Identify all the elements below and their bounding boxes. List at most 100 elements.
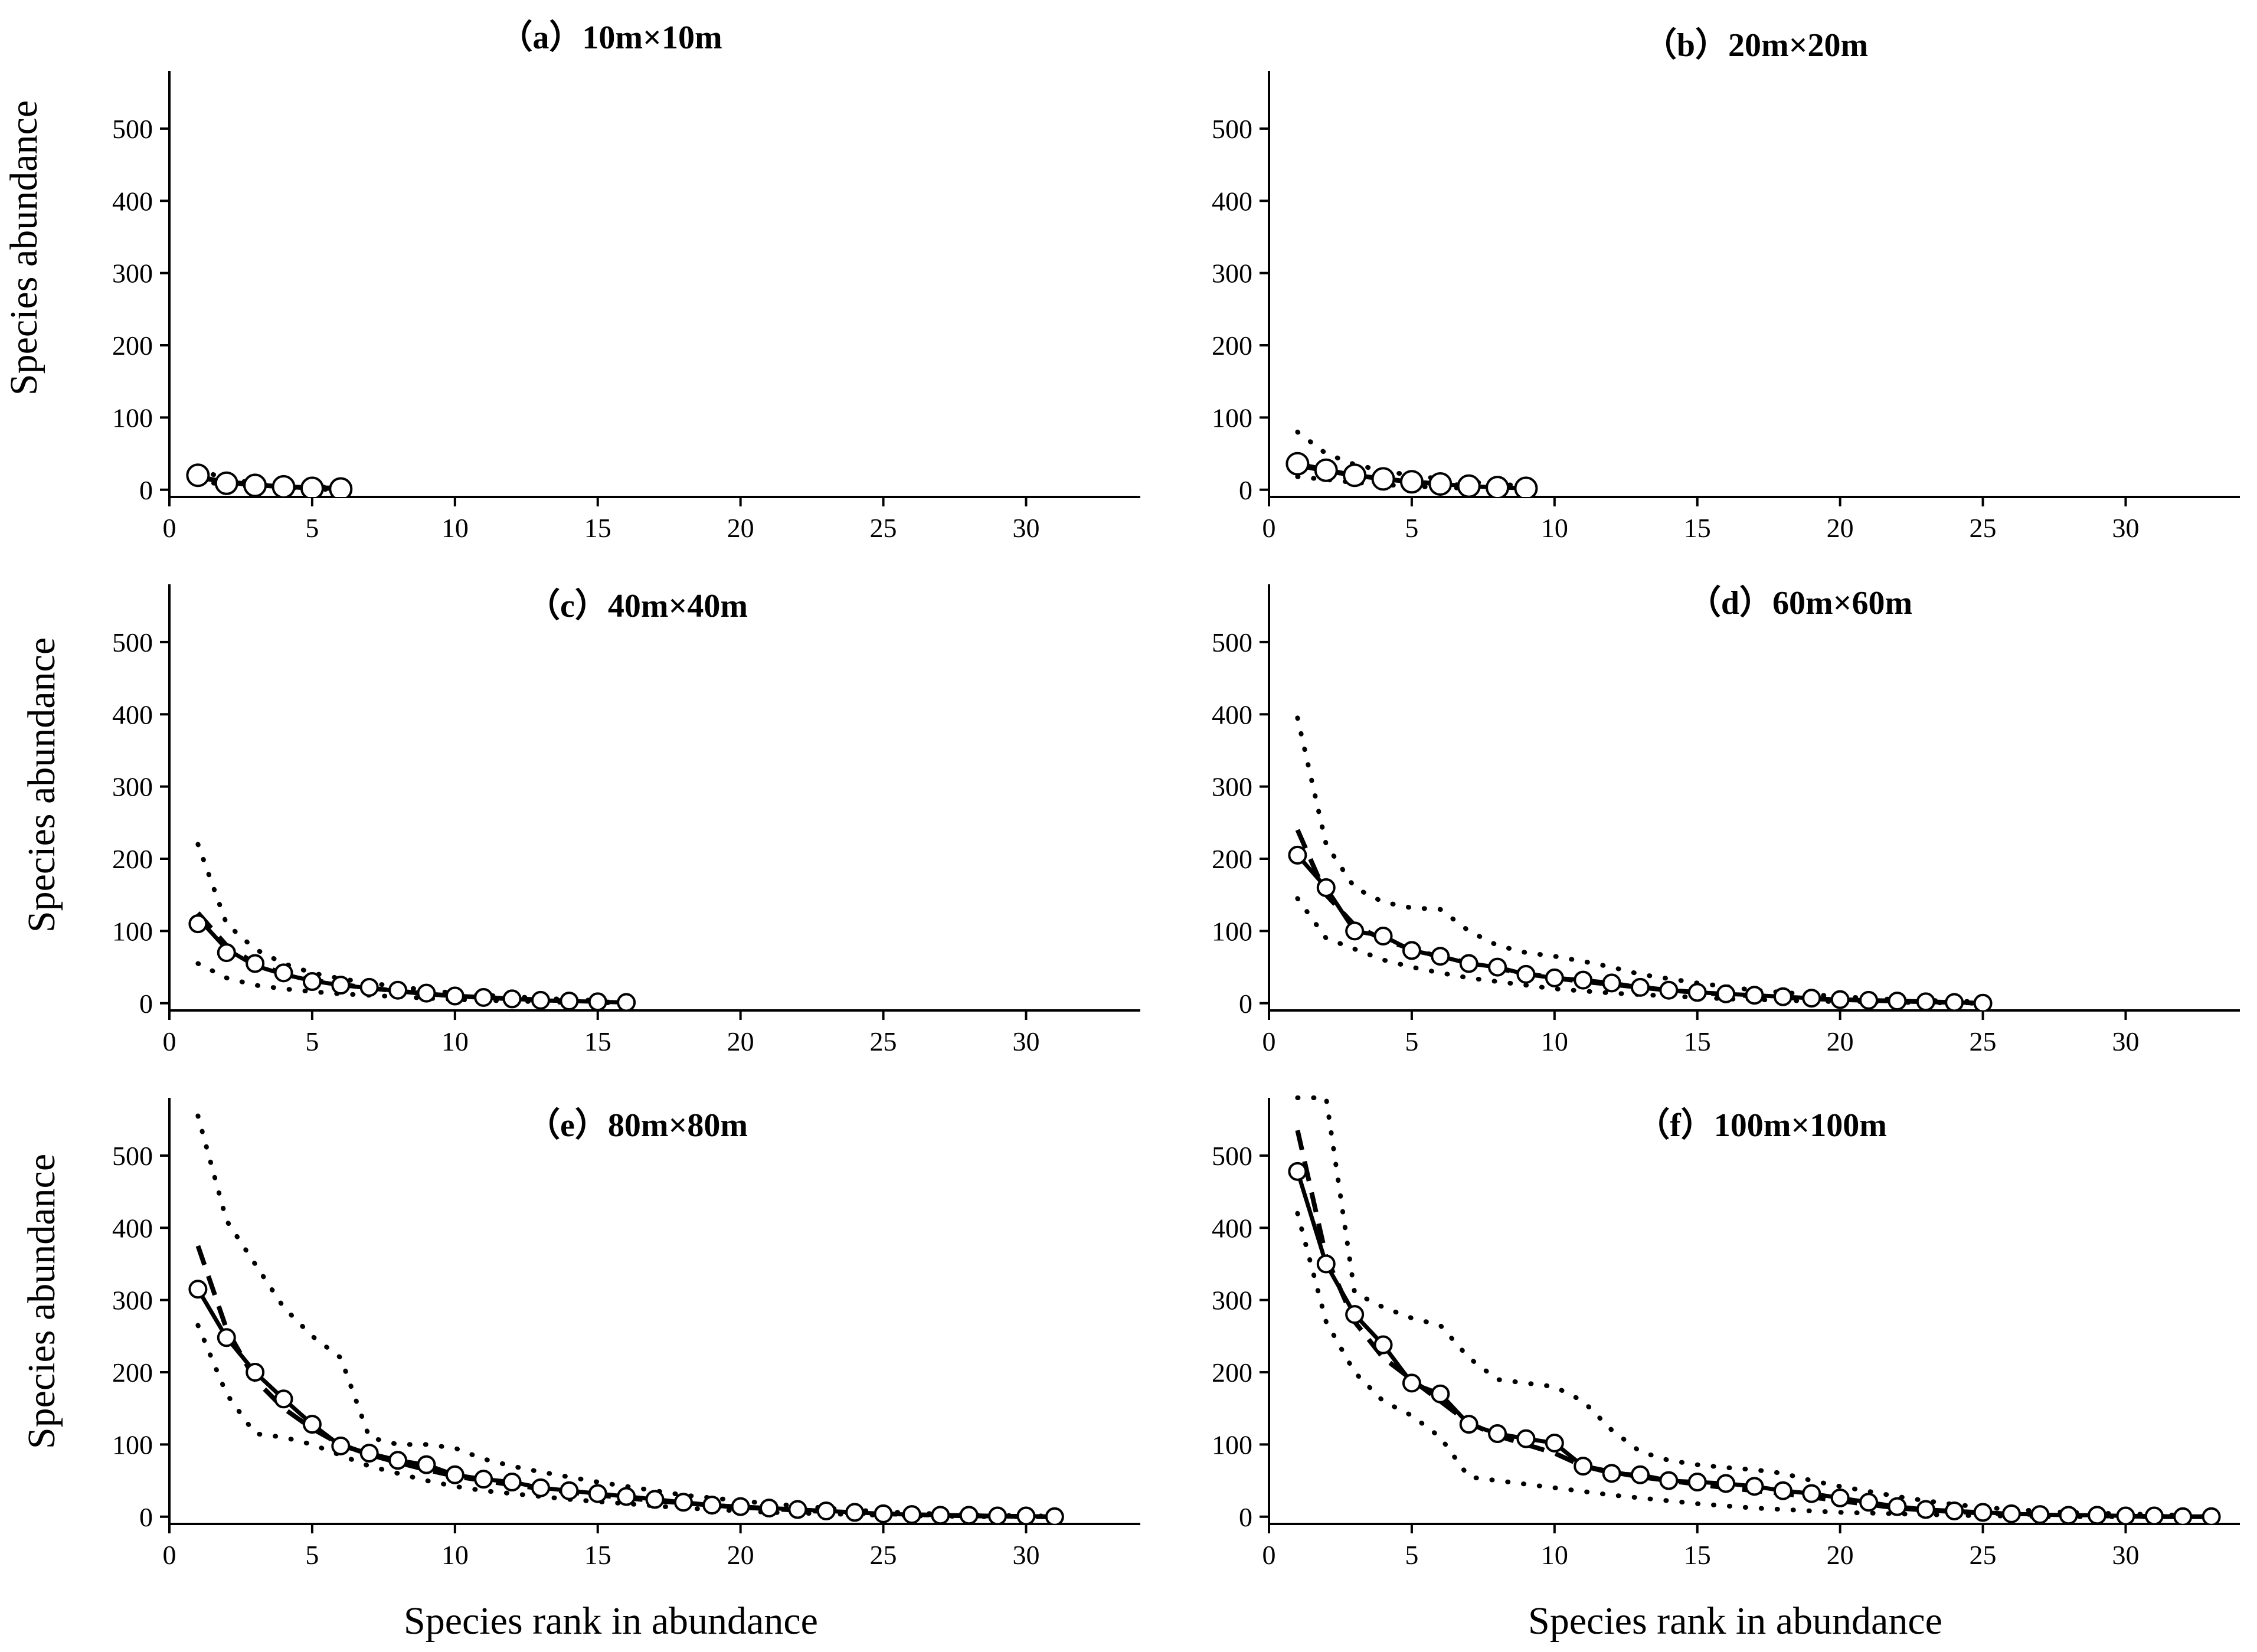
data-point bbox=[760, 1499, 779, 1518]
data-point bbox=[1345, 921, 1365, 941]
x-tick-label: 30 bbox=[2112, 513, 2139, 543]
x-tick-label: 10 bbox=[1541, 513, 1568, 543]
x-axis-title-left: Species rank in abundance bbox=[404, 1599, 818, 1643]
data-point bbox=[417, 1455, 436, 1474]
data-point bbox=[1343, 463, 1367, 488]
data-point bbox=[1745, 1477, 1764, 1496]
x-tick-label: 15 bbox=[584, 1026, 611, 1056]
y-axis-title: Species abundance bbox=[20, 1154, 63, 1449]
data-point bbox=[388, 1451, 408, 1470]
data-point bbox=[1973, 1503, 1993, 1522]
data-point bbox=[1371, 467, 1395, 491]
data-point bbox=[1830, 990, 1850, 1009]
panel-title: （e）80m×80m bbox=[527, 1107, 748, 1144]
data-point bbox=[1045, 1507, 1064, 1524]
y-tick-label: 300 bbox=[112, 1285, 153, 1316]
x-tick-label: 10 bbox=[441, 513, 469, 543]
y-axis-title: Species abundance bbox=[20, 637, 63, 933]
y-tick-label: 400 bbox=[112, 186, 153, 216]
data-point bbox=[1373, 1335, 1393, 1355]
series-expected bbox=[197, 475, 341, 491]
data-point bbox=[1488, 957, 1507, 977]
x-tick-label: 15 bbox=[1684, 1540, 1711, 1570]
data-point bbox=[1802, 989, 1821, 1008]
data-point bbox=[1545, 968, 1564, 987]
x-tick-label: 20 bbox=[727, 1540, 754, 1570]
y-tick-label: 100 bbox=[1212, 1429, 1252, 1460]
data-point bbox=[331, 976, 351, 995]
series-expected bbox=[1295, 1130, 2212, 1519]
series-upper-bound bbox=[195, 842, 629, 1004]
data-point bbox=[1457, 474, 1481, 497]
data-point bbox=[302, 972, 322, 992]
data-point bbox=[845, 1503, 865, 1522]
series-expected bbox=[1295, 829, 1983, 1006]
data-point bbox=[188, 914, 208, 934]
panel-4: 0 5 10 15 20 25 300100200300400500（e）80m×80mSp… bbox=[20, 1098, 1140, 1570]
data-point bbox=[2144, 1506, 2164, 1524]
data-point bbox=[474, 1470, 493, 1489]
y-tick-label: 0 bbox=[139, 475, 153, 505]
data-point bbox=[272, 475, 296, 497]
data-point bbox=[874, 1504, 893, 1523]
y-tick-label: 500 bbox=[112, 627, 153, 657]
x-tick-label: 0 bbox=[1262, 1540, 1276, 1570]
data-point bbox=[1402, 1373, 1421, 1393]
data-point bbox=[359, 977, 379, 997]
data-point bbox=[1602, 973, 1621, 993]
data-point bbox=[902, 1505, 921, 1524]
data-point bbox=[186, 463, 210, 488]
data-point bbox=[1745, 986, 1764, 1005]
data-point bbox=[1773, 1481, 1792, 1500]
data-point bbox=[959, 1506, 979, 1524]
data-point bbox=[217, 943, 236, 963]
y-tick-label: 500 bbox=[1212, 1141, 1252, 1171]
y-tick-label: 300 bbox=[1212, 259, 1252, 289]
y-tick-label: 100 bbox=[112, 403, 153, 433]
data-point bbox=[2116, 1506, 2135, 1524]
plot-area bbox=[1288, 1095, 2221, 1524]
panel-title: （a）10m×10m bbox=[499, 19, 722, 56]
x-tick-label: 25 bbox=[1970, 1540, 1997, 1570]
y-tick-label: 300 bbox=[112, 772, 153, 802]
data-point bbox=[300, 476, 324, 497]
data-point bbox=[1973, 993, 1993, 1010]
data-point bbox=[1659, 980, 1679, 1000]
y-tick-label: 100 bbox=[112, 1429, 153, 1460]
data-point bbox=[1431, 1384, 1450, 1404]
x-tick-label: 10 bbox=[1541, 1540, 1568, 1570]
data-point bbox=[1514, 476, 1538, 497]
y-tick-label: 500 bbox=[112, 1141, 153, 1171]
data-point bbox=[214, 471, 238, 495]
data-point bbox=[588, 1484, 607, 1503]
data-point bbox=[1630, 977, 1650, 997]
x-tick-label: 25 bbox=[870, 513, 897, 543]
data-point bbox=[1316, 878, 1336, 897]
y-tick-label: 200 bbox=[112, 1357, 153, 1388]
panel-2: 0 5 10 15 20 25 300100200300400500（c）40m×40mSp… bbox=[20, 584, 1140, 1056]
data-point bbox=[1285, 452, 1310, 476]
y-tick-label: 300 bbox=[112, 259, 153, 289]
x-tick-label: 15 bbox=[1684, 513, 1711, 543]
data-point bbox=[1399, 470, 1424, 494]
data-point bbox=[1288, 845, 1307, 865]
data-point bbox=[274, 963, 293, 983]
data-point bbox=[2173, 1507, 2193, 1524]
series-fitted bbox=[196, 1288, 1055, 1519]
y-tick-label: 400 bbox=[1212, 1213, 1252, 1243]
data-point bbox=[731, 1497, 750, 1516]
y-axis-title: Species abundance bbox=[2, 100, 45, 395]
data-point bbox=[531, 1478, 550, 1497]
y-tick-label: 0 bbox=[1239, 475, 1252, 505]
series-expected bbox=[195, 1245, 1055, 1519]
y-tick-label: 0 bbox=[1239, 989, 1252, 1019]
y-tick-label: 200 bbox=[1212, 844, 1252, 874]
data-point bbox=[1574, 1457, 1593, 1476]
x-tick-label: 0 bbox=[163, 513, 176, 543]
data-point bbox=[1516, 964, 1536, 984]
x-tick-label: 0 bbox=[1262, 513, 1276, 543]
data-point bbox=[1630, 1465, 1650, 1484]
x-tick-label: 30 bbox=[1012, 1540, 1039, 1570]
